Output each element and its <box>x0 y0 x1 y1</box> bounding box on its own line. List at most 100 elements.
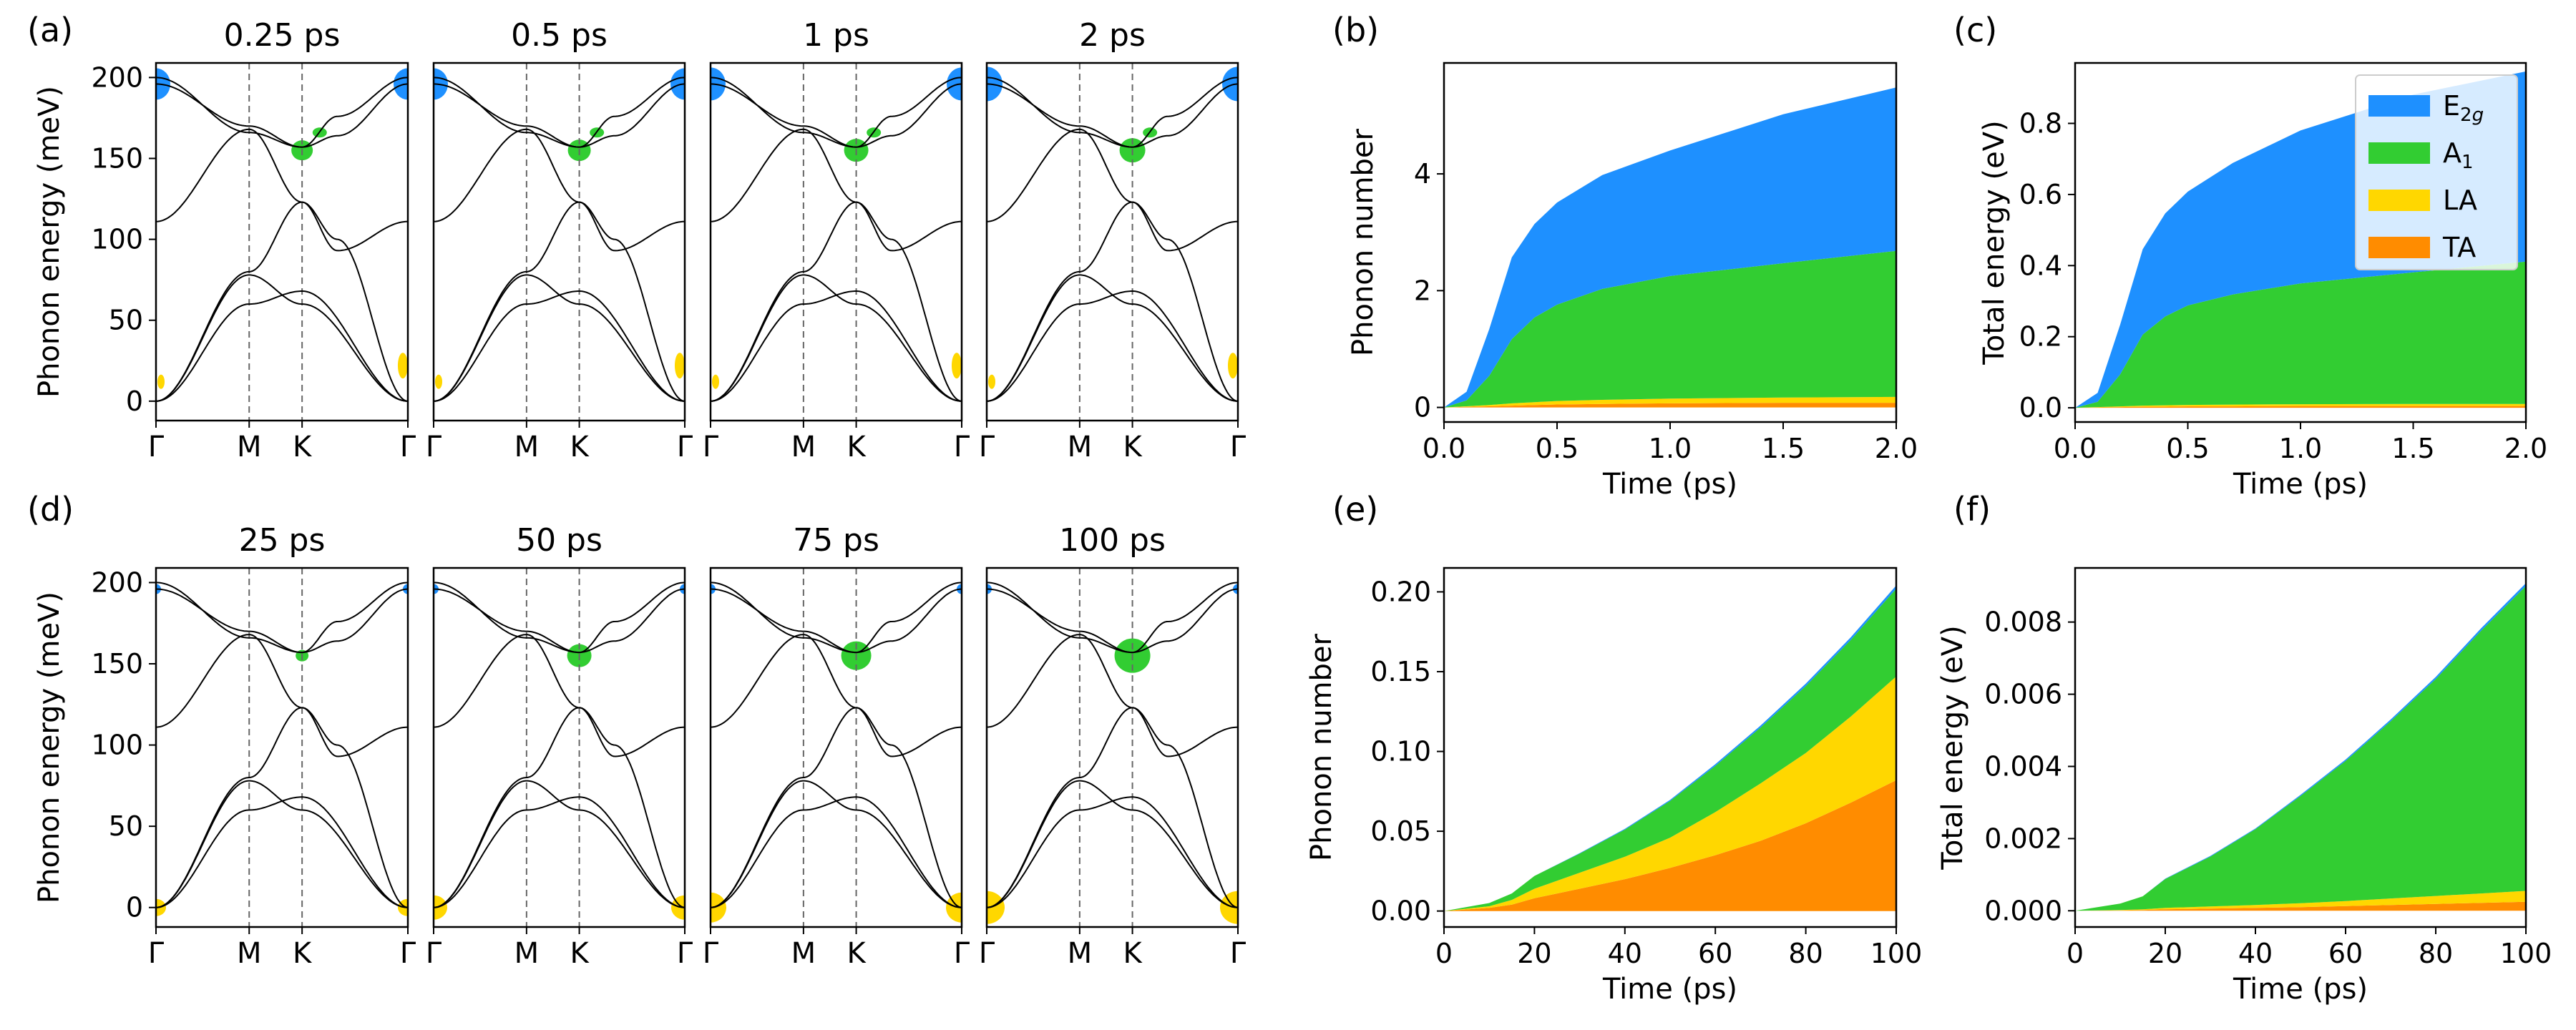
phonon-band <box>987 582 1238 654</box>
e2g-population-marker <box>1222 67 1238 102</box>
area-LA <box>2075 403 2526 408</box>
path-label: K <box>293 937 313 970</box>
path-label: Γ <box>954 937 970 970</box>
area-TA <box>2075 901 2526 911</box>
phonon-band <box>156 128 408 402</box>
path-label: K <box>1123 431 1143 464</box>
panel-time-title: 1 ps <box>803 17 869 54</box>
path-label: M <box>514 431 540 464</box>
panel-label-f: (f) <box>1953 490 1991 529</box>
path-label: K <box>293 431 313 464</box>
y-tick-label: 0.008 <box>1984 607 2062 638</box>
legend-box <box>2355 74 2518 270</box>
path-label: K <box>1123 937 1143 970</box>
phonon-band <box>434 274 685 402</box>
phonon-band <box>434 582 685 654</box>
phonon-band <box>987 796 1238 908</box>
phonon-band <box>987 77 1238 148</box>
phonon-band <box>156 634 408 908</box>
phonon-band <box>156 582 408 654</box>
path-label: Γ <box>703 431 719 464</box>
panel-content <box>434 568 685 927</box>
la-population-marker <box>946 892 962 923</box>
phonon-band <box>434 128 685 402</box>
panel-frame <box>985 566 1239 928</box>
y-tick-label: 0.2 <box>2019 321 2062 353</box>
phonon-band <box>711 582 962 654</box>
phonon-band <box>711 77 962 148</box>
path-label: Γ <box>979 937 995 970</box>
x-tick-label: 0.5 <box>1536 433 1579 464</box>
x-tick-label: 2.0 <box>1875 433 1918 464</box>
panel-time-title: 50 ps <box>516 522 602 559</box>
x-tick-label: 100 <box>2500 938 2552 969</box>
y-tick-label: 0 <box>126 386 143 417</box>
path-label: K <box>570 937 590 970</box>
x-tick-label: 1.5 <box>2391 433 2434 464</box>
x-axis-label: Time (ps) <box>2233 468 2368 501</box>
y-tick-label: 0.004 <box>1984 750 2062 782</box>
y-tick-label: 100 <box>91 224 143 255</box>
path-label: Γ <box>400 431 416 464</box>
y-axis-label: Phonon energy (meV) <box>33 86 66 398</box>
x-tick-label: 0 <box>2067 938 2084 969</box>
phonon-band <box>156 780 408 908</box>
panel-frame <box>432 566 686 928</box>
area-E2g <box>1444 87 1896 408</box>
y-tick-label: 100 <box>91 730 143 761</box>
path-label: K <box>847 431 867 464</box>
x-tick-label: 0.5 <box>2166 433 2209 464</box>
legend-label-ta: TA <box>2442 232 2476 263</box>
phonon-band <box>156 796 408 908</box>
path-label: Γ <box>1230 431 1246 464</box>
y-tick-label: 200 <box>91 62 143 93</box>
y-axis-label: Phonon energy (meV) <box>33 592 66 903</box>
y-tick-label: 0.000 <box>1984 895 2062 926</box>
phonon-band <box>156 77 408 148</box>
chart-areas <box>1444 87 1896 408</box>
path-label: M <box>237 937 262 970</box>
panel-content <box>711 568 962 927</box>
path-label: Γ <box>148 937 165 970</box>
phonon-band <box>987 582 1238 654</box>
y-tick-label: 0.00 <box>1370 896 1431 927</box>
panel-labels: (a) (b) (c) (d) (e) (f) <box>27 11 1997 529</box>
x-tick-label: 40 <box>1608 938 1642 969</box>
chart-b: 0.0 0.5 1.0 1.5 2.0 0 2 4 Time (ps) Phonon number <box>1347 62 1918 501</box>
phonon-band <box>987 77 1238 148</box>
phonon-band <box>711 290 962 402</box>
x-tick-label: 60 <box>2328 938 2363 969</box>
legend-subscript-italic: g <box>2472 104 2484 126</box>
dispersion-panel-d1: Γ M K Γ 25 ps 0 50 100 150 200 Phonon energy (meV) <box>33 522 416 970</box>
dispersion-panel-d4: Γ M K Γ 100 ps <box>979 522 1246 970</box>
y-tick-label: 50 <box>109 810 143 842</box>
area-A1 <box>1444 250 1896 408</box>
phonon-band <box>987 634 1238 908</box>
y-axis-label: Phonon number <box>1305 633 1338 861</box>
area-A1 <box>2075 261 2526 408</box>
chart-f: 0 20 40 60 80 100 0.000 0.002 0.004 0.006 0.008 Tim… <box>1936 566 2552 1006</box>
phonon-band <box>711 274 962 402</box>
phonon-band <box>434 780 685 908</box>
y-tick-label: 200 <box>91 566 143 598</box>
phonon-band <box>434 290 685 402</box>
y-tick-label: 0.05 <box>1370 815 1431 847</box>
phonon-band <box>987 290 1238 402</box>
path-label: K <box>847 937 867 970</box>
la-population-marker <box>671 895 685 920</box>
dispersion-panel-a3: Γ M K Γ 1 ps <box>703 17 970 464</box>
area-TA <box>1444 780 1896 911</box>
phonon-band <box>711 634 962 908</box>
phonon-band <box>434 707 685 908</box>
y-tick-label: 0.002 <box>1984 823 2062 854</box>
phonon-band <box>987 274 1238 402</box>
y-tick-label: 0.6 <box>2019 179 2062 210</box>
legend-swatch-e <box>2368 95 2430 117</box>
x-tick-label: 0 <box>1435 938 1453 969</box>
y-tick-label: 150 <box>91 648 143 680</box>
y-axis-label: Phonon number <box>1347 128 1380 356</box>
path-label: M <box>1068 937 1093 970</box>
y-tick-label: 150 <box>91 142 143 174</box>
la-population-marker <box>987 891 1005 924</box>
phonon-band <box>156 582 408 654</box>
